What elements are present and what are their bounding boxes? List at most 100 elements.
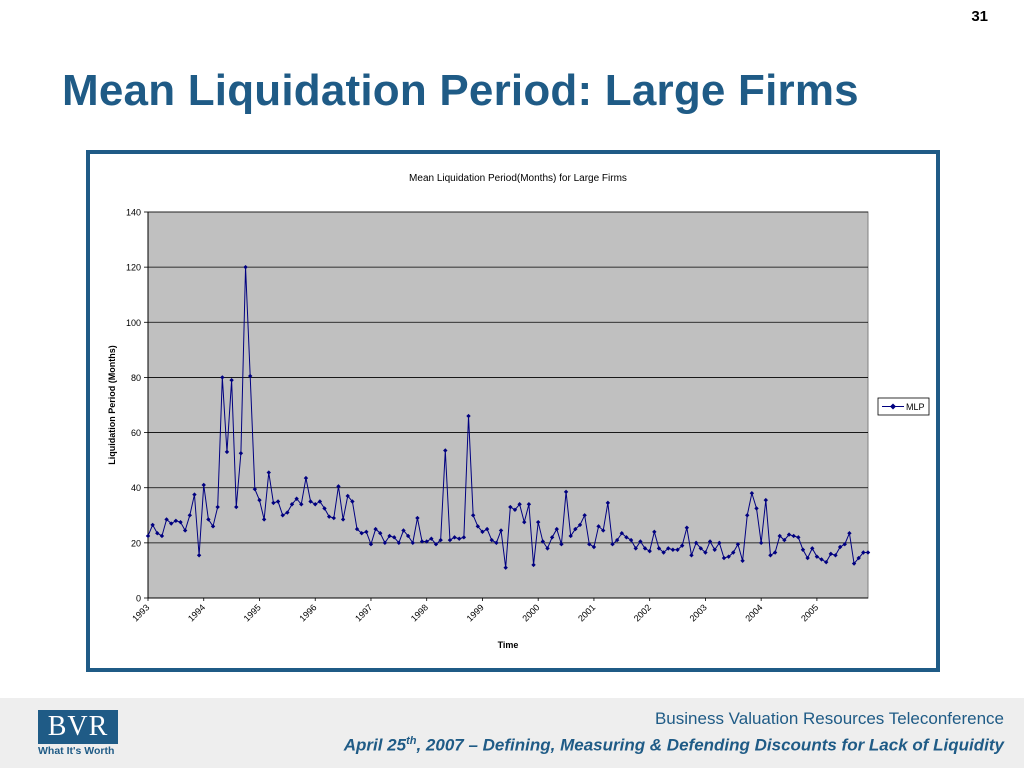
data-point	[605, 500, 611, 506]
data-point	[842, 542, 847, 547]
data-point	[837, 544, 843, 550]
x-tick-label-2000: 2000	[520, 602, 541, 623]
logo-tagline: What It's Worth	[38, 745, 115, 757]
x-tick-label-2001: 2001	[576, 602, 597, 623]
data-point	[573, 526, 578, 532]
x-tick-label-2003: 2003	[688, 602, 709, 623]
grid-lines	[148, 211, 868, 544]
data-point	[317, 499, 323, 504]
chart-title: Mean Liquidation Period(Months) for Larg…	[409, 173, 627, 184]
x-axis-label: Time	[498, 640, 519, 650]
data-point	[610, 542, 615, 547]
data-point	[247, 373, 253, 379]
data-point	[169, 521, 174, 526]
data-point	[740, 558, 745, 563]
data-point	[484, 526, 490, 532]
data-point	[707, 539, 713, 544]
chart: Mean Liquidation Period(Months) for Larg…	[107, 173, 930, 650]
footer-conference-title: Business Valuation Resources Teleconfere…	[654, 709, 1004, 728]
data-point	[554, 526, 559, 532]
y-tick-label-60: 60	[131, 428, 141, 438]
data-point	[768, 553, 773, 558]
data-point	[526, 502, 532, 507]
data-point	[299, 502, 304, 507]
data-point	[215, 504, 220, 510]
data-point	[326, 514, 332, 519]
data-point	[833, 553, 838, 558]
data-point	[684, 525, 690, 530]
x-tick-label-1996: 1996	[297, 602, 318, 623]
x-tick-label-1993: 1993	[130, 602, 151, 623]
data-point	[257, 497, 262, 503]
x-tick-label-2004: 2004	[743, 602, 764, 623]
data-point	[763, 497, 769, 503]
data-point	[800, 547, 806, 552]
data-point	[178, 519, 183, 525]
data-point	[308, 499, 313, 504]
data-point	[350, 499, 355, 504]
data-point	[614, 537, 620, 543]
x-tick-label-2005: 2005	[799, 602, 820, 623]
data-point	[823, 559, 829, 565]
data-point	[796, 535, 801, 540]
data-point	[559, 542, 564, 547]
data-point	[229, 377, 234, 383]
data-point	[670, 547, 676, 552]
data-point	[354, 526, 360, 532]
data-point	[429, 536, 434, 541]
y-tick-label-100: 100	[126, 318, 141, 328]
data-point	[378, 531, 383, 536]
data-point	[457, 536, 462, 541]
data-point	[712, 547, 717, 552]
data-point	[628, 537, 634, 543]
data-point	[577, 522, 583, 528]
data-point	[786, 532, 792, 537]
data-point	[819, 557, 824, 562]
x-tick-label-1997: 1997	[353, 602, 374, 623]
x-tick-label-1999: 1999	[465, 602, 486, 623]
x-tick-label-2002: 2002	[632, 602, 653, 623]
data-point	[703, 550, 708, 555]
logo-wordmark: BVR	[38, 710, 118, 744]
data-point	[522, 519, 527, 525]
data-point	[587, 542, 592, 547]
legend-label: MLP	[906, 402, 925, 412]
data-point	[782, 537, 787, 543]
data-point	[243, 264, 248, 270]
x-tick-label-1994: 1994	[186, 602, 207, 623]
y-axis-label: Liquidation Period (Months)	[107, 345, 117, 464]
data-point	[754, 506, 759, 511]
slide-number: 31	[971, 8, 988, 25]
data-point	[689, 553, 694, 558]
data-point	[196, 553, 202, 558]
data-point	[619, 531, 625, 536]
data-point	[508, 504, 513, 510]
data-point	[624, 535, 629, 540]
data-point	[252, 486, 258, 492]
bvr-logo: BVR What It's Worth	[38, 710, 122, 758]
data-point	[652, 529, 657, 535]
data-point	[289, 502, 295, 507]
data-point	[749, 491, 755, 496]
data-point	[675, 547, 680, 552]
data-point	[447, 537, 453, 543]
footer-date-ordinal: th	[406, 735, 417, 747]
data-point	[271, 500, 276, 506]
data-point	[735, 542, 741, 547]
data-point	[220, 375, 225, 380]
legend-marker	[890, 403, 896, 410]
data-point	[368, 542, 374, 547]
footer-session-text: , 2007 – Defining, Measuring & Defending…	[416, 735, 1004, 755]
y-tick-label-0: 0	[136, 594, 141, 604]
data-point	[345, 493, 350, 499]
data-point	[847, 531, 852, 536]
data-point	[373, 526, 378, 532]
data-point	[512, 507, 518, 512]
data-point	[415, 515, 420, 521]
data-point	[466, 413, 471, 419]
data-point	[275, 499, 281, 504]
data-point	[331, 515, 337, 521]
slide-title: Mean Liquidation Period: Large Firms	[62, 66, 859, 115]
x-tick-label-1998: 1998	[409, 602, 430, 623]
legend: MLP	[877, 397, 930, 416]
